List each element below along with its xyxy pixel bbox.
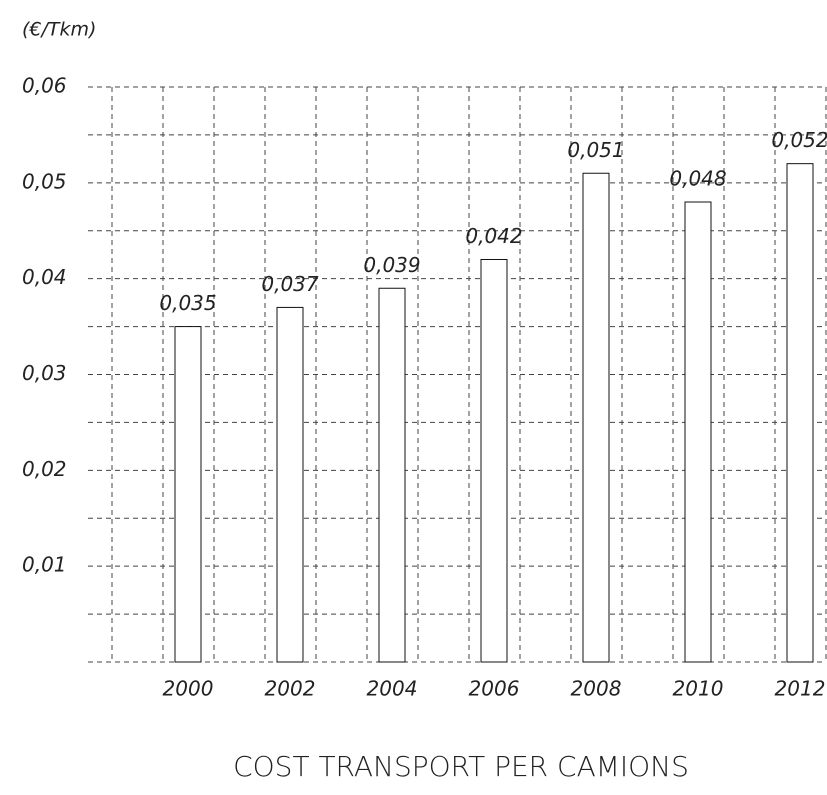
x-tick-label: 2006 xyxy=(469,677,520,701)
value-label: 0,039 xyxy=(363,253,420,277)
value-label: 0,037 xyxy=(261,272,319,296)
value-label: 0,035 xyxy=(159,291,216,315)
bar xyxy=(786,163,814,663)
y-tick-label: 0,05 xyxy=(22,169,67,193)
bar xyxy=(174,326,202,663)
bar xyxy=(480,259,508,663)
value-label: 0,051 xyxy=(567,138,624,162)
x-tick-label: 2010 xyxy=(673,677,724,701)
y-tick-label: 0,02 xyxy=(22,457,67,481)
bar xyxy=(276,306,304,663)
y-tick-label: 0,01 xyxy=(22,553,67,577)
y-tick-label: 0,04 xyxy=(22,265,67,289)
value-label: 0,042 xyxy=(465,224,522,248)
y-tick-label: 0,03 xyxy=(22,361,67,385)
x-tick-label: 2002 xyxy=(265,677,316,701)
value-label: 0,052 xyxy=(771,128,827,152)
x-tick-label: 2012 xyxy=(775,677,826,701)
x-tick-label: 2008 xyxy=(571,677,622,701)
x-tick-label: 2000 xyxy=(163,677,214,701)
x-tick-label: 2004 xyxy=(367,677,418,701)
bar xyxy=(582,172,610,663)
bar xyxy=(684,201,712,663)
chart-title: COST TRANSPORT PER CAMIONS xyxy=(233,750,689,783)
y-tick-label: 0,06 xyxy=(22,74,67,98)
value-label: 0,048 xyxy=(669,167,726,191)
bar xyxy=(378,287,406,663)
y-axis-label: (€/Tkm) xyxy=(22,19,96,41)
